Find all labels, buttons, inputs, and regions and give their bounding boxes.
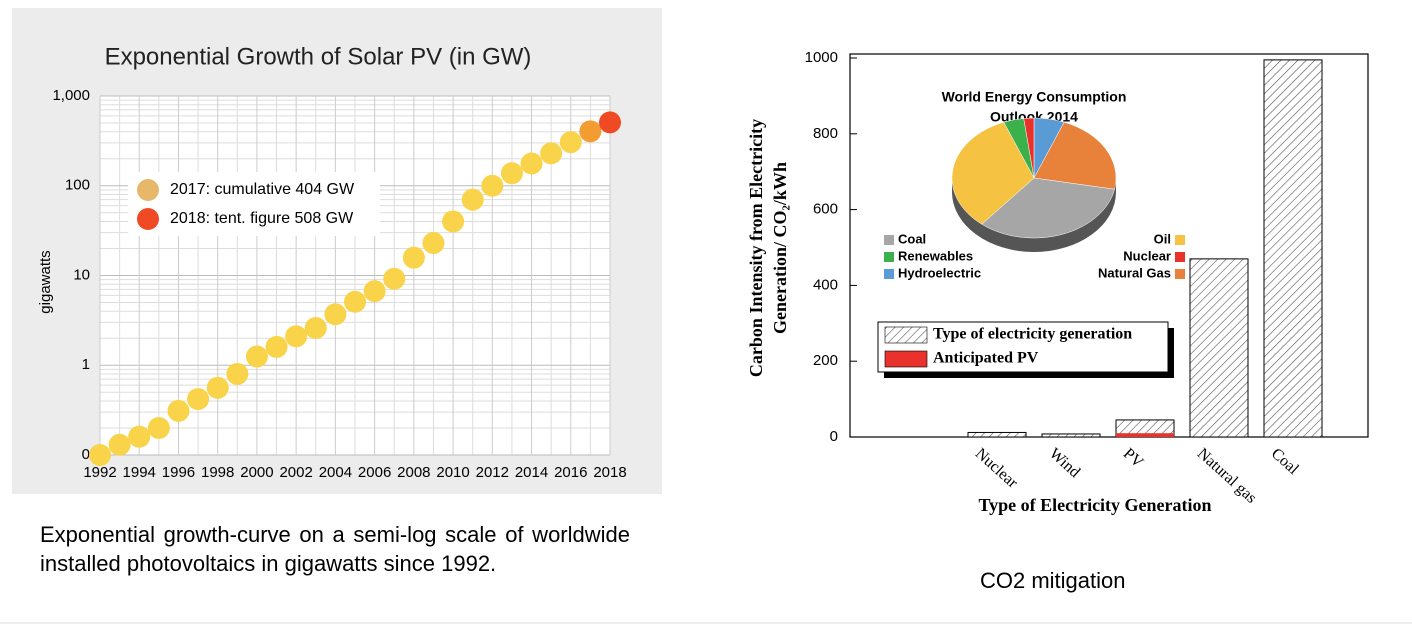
point <box>285 325 308 348</box>
x-tick-label: 2010 <box>436 464 469 481</box>
point <box>147 416 170 439</box>
x-tick-label: 1996 <box>162 464 195 481</box>
x-tick-label: 1992 <box>83 464 116 481</box>
point <box>520 152 543 175</box>
bar <box>1189 258 1249 438</box>
legend-swatch <box>884 269 894 279</box>
legend-label: Renewables <box>898 248 973 263</box>
plot-frame <box>849 53 1369 438</box>
y-axis-label: Carbon Intensity from Electricity <box>746 119 766 377</box>
x-tick-label: 2018 <box>593 464 626 481</box>
point <box>402 246 425 269</box>
point <box>363 280 386 303</box>
y-tick-label: 1000 <box>805 49 838 66</box>
point <box>304 317 327 340</box>
legend-label: Anticipated PV <box>933 350 1039 367</box>
legend-swatch <box>1175 235 1185 245</box>
x-tick-label: 2004 <box>319 464 352 481</box>
x-tick-label: 2012 <box>476 464 509 481</box>
y-tick-label: 0 <box>82 446 90 463</box>
point <box>108 433 131 456</box>
x-tick-label: 1998 <box>201 464 234 481</box>
x-tick-label: 2006 <box>358 464 391 481</box>
x-tick-label: Coal <box>1268 445 1302 478</box>
y-tick-label: 400 <box>813 276 838 293</box>
x-tick-label: Wind <box>1046 445 1083 481</box>
bar <box>967 431 1027 438</box>
legend-label: Oil <box>1154 231 1171 246</box>
x-tick-label: 2000 <box>240 464 273 481</box>
legend-swatch <box>1175 269 1185 279</box>
y-tick-label: 1,000 <box>52 87 90 104</box>
point <box>206 376 229 399</box>
x-tick-label: 1994 <box>123 464 156 481</box>
x-tick-label: 2008 <box>397 464 430 481</box>
legend-label: Hydroelectric <box>898 265 981 280</box>
legend-swatch <box>884 252 894 262</box>
legend-swatch <box>1175 252 1185 262</box>
y-axis-label: Generation/ CO₂/kWh <box>770 162 790 334</box>
y-axis-label: gigawatts <box>37 250 54 313</box>
x-tick-label: PV <box>1120 445 1147 472</box>
point <box>500 162 523 185</box>
legend-label: Coal <box>898 231 926 246</box>
bar <box>1263 59 1323 438</box>
legend-label: Nuclear <box>1123 248 1171 263</box>
point <box>226 362 249 385</box>
x-tick-label: 2002 <box>279 464 312 481</box>
point <box>128 425 151 448</box>
point <box>461 188 484 211</box>
y-tick-label: 200 <box>813 352 838 369</box>
chart-title: Exponential Growth of Solar PV (in GW) <box>105 43 532 70</box>
y-tick-label: 600 <box>813 201 838 218</box>
point <box>383 267 406 290</box>
point <box>245 345 268 368</box>
legend-swatch <box>884 326 928 344</box>
point <box>89 444 111 466</box>
point <box>167 399 190 422</box>
point <box>265 335 288 358</box>
legend-label: Natural Gas <box>1098 265 1171 280</box>
x-tick-label: 2016 <box>554 464 587 481</box>
point <box>442 210 465 233</box>
bar <box>1041 433 1101 438</box>
caption: CO2 mitigation <box>980 568 1126 593</box>
point <box>187 388 210 411</box>
legend-label: 2017: cumulative 404 GW <box>170 181 355 198</box>
caption: Exponential growth-curve on a semi-log s… <box>40 522 630 576</box>
point <box>344 290 366 313</box>
x-tick-label: 2014 <box>515 464 548 481</box>
y-tick-label: 1 <box>82 356 90 373</box>
point <box>422 232 445 255</box>
legend-label: 2018: tent. figure 508 GW <box>170 210 354 227</box>
legend-swatch <box>884 235 894 245</box>
pie-slice <box>1023 117 1035 179</box>
legend-marker <box>137 179 159 201</box>
legend-marker <box>137 208 159 230</box>
pie-slice <box>1033 121 1117 190</box>
point <box>481 174 504 197</box>
point <box>324 303 347 326</box>
legend-box <box>128 172 380 236</box>
pie-slice <box>951 121 1035 225</box>
y-tick-label: 10 <box>73 266 90 283</box>
y-tick-label: 800 <box>813 125 838 142</box>
y-tick-label: 100 <box>65 177 90 194</box>
x-axis-label: Type of Electricity Generation <box>978 495 1211 515</box>
pie-title: World Energy Consumption <box>942 89 1127 105</box>
bar <box>1116 433 1174 437</box>
point <box>599 111 621 134</box>
point <box>559 131 582 154</box>
legend-label: Type of electricity generation <box>933 326 1132 343</box>
legend-swatch <box>884 350 928 368</box>
y-tick-label: 0 <box>830 428 838 445</box>
point <box>579 120 602 143</box>
point <box>540 142 563 165</box>
pie-slice <box>981 177 1115 239</box>
x-tick-label: Nuclear <box>972 445 1022 492</box>
